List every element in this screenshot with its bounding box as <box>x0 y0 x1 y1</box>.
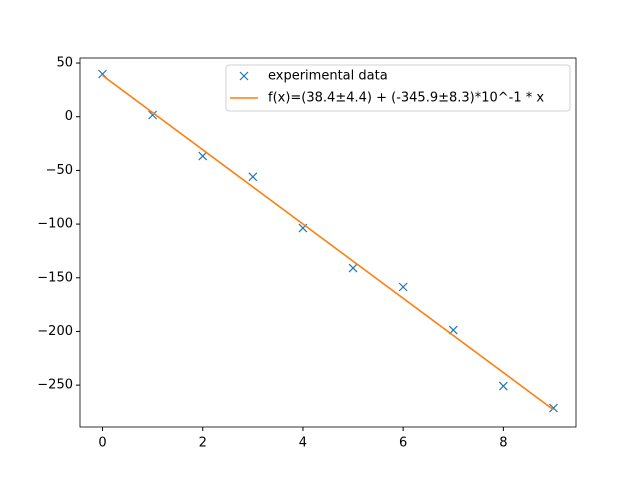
y-tick-label: −150 <box>37 270 73 285</box>
y-tick-label: −250 <box>37 378 73 393</box>
x-tick-label: 6 <box>399 436 407 451</box>
legend-label: f(x)=(38.4±4.4) + (-345.9±8.3)*10^-1 * x <box>268 91 544 106</box>
data-point <box>498 381 508 391</box>
fit-line <box>102 74 554 411</box>
x-tick-label: 2 <box>199 436 207 451</box>
data-point <box>398 282 408 292</box>
axes-frame <box>79 57 577 428</box>
data-point <box>549 403 558 413</box>
data-point <box>248 172 258 182</box>
data-point <box>198 151 208 161</box>
x-tick-label: 8 <box>499 436 507 451</box>
data-point <box>148 110 158 120</box>
y-tick-label: −50 <box>46 163 73 178</box>
data-point <box>348 263 358 273</box>
x-tick-label: 0 <box>98 436 106 451</box>
y-tick-label: 0 <box>65 109 73 124</box>
y-tick-label: 50 <box>56 56 73 71</box>
y-tick-label: −200 <box>37 324 73 339</box>
legend <box>225 64 571 112</box>
y-tick-label: −100 <box>37 217 73 232</box>
x-tick-label: 4 <box>299 436 307 451</box>
legend-label: experimental data <box>268 69 388 84</box>
legend-marker <box>239 71 249 81</box>
